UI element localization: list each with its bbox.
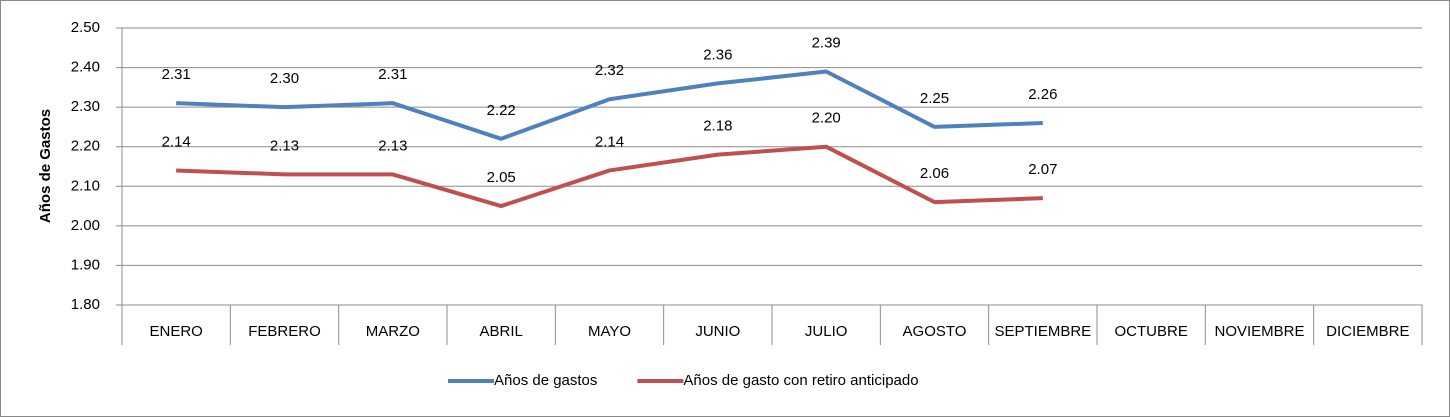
data-label: 2.20 — [812, 110, 841, 127]
data-label: 2.05 — [487, 169, 516, 186]
y-tick-label: 2.40 — [71, 59, 100, 76]
series-line — [176, 144, 1043, 209]
data-label: 2.06 — [920, 165, 949, 182]
x-tick-label: ENERO — [149, 323, 202, 340]
data-label: 2.07 — [1028, 161, 1057, 178]
y-tick-label: 2.10 — [71, 177, 100, 194]
x-tick-label: JULIO — [805, 323, 848, 340]
x-tick-label: NOVIEMBRE — [1214, 323, 1304, 340]
data-label: 2.14 — [595, 133, 624, 150]
y-tick-label: 2.20 — [71, 138, 100, 155]
data-label: 2.25 — [920, 90, 949, 107]
x-tick-label: MAYO — [588, 323, 631, 340]
legend-label: Años de gasto con retiro anticipado — [683, 372, 918, 389]
series-line — [176, 69, 1043, 141]
x-tick-label: SEPTIEMBRE — [994, 323, 1091, 340]
y-tick-label: 2.50 — [71, 19, 100, 36]
legend-label: Años de gastos — [494, 372, 597, 389]
x-tick-label: MARZO — [366, 323, 420, 340]
data-label: 2.13 — [270, 137, 299, 154]
data-label: 2.18 — [703, 118, 732, 135]
data-label: 2.22 — [487, 102, 516, 119]
data-label: 2.14 — [162, 133, 191, 150]
y-tick-label: 2.30 — [71, 98, 100, 115]
x-tick-label: OCTUBRE — [1114, 323, 1187, 340]
data-label: 2.31 — [162, 66, 191, 83]
y-tick-label: 1.90 — [71, 256, 100, 273]
y-axis-label: Años de Gastos — [37, 109, 54, 223]
x-tick-label: FEBRERO — [248, 323, 321, 340]
data-label: 2.32 — [595, 62, 624, 79]
data-label: 2.26 — [1028, 86, 1057, 103]
data-label: 2.13 — [378, 137, 407, 154]
data-label: 2.31 — [378, 66, 407, 83]
x-tick-label: DICIEMBRE — [1326, 323, 1409, 340]
data-label: 2.30 — [270, 70, 299, 87]
x-tick-label: JUNIO — [695, 323, 740, 340]
y-tick-label: 1.80 — [71, 296, 100, 313]
data-label: 2.36 — [703, 46, 732, 63]
x-tick-label: ABRIL — [479, 323, 522, 340]
data-label: 2.39 — [812, 34, 841, 51]
x-tick-label: AGOSTO — [903, 323, 967, 340]
y-tick-label: 2.00 — [71, 217, 100, 234]
